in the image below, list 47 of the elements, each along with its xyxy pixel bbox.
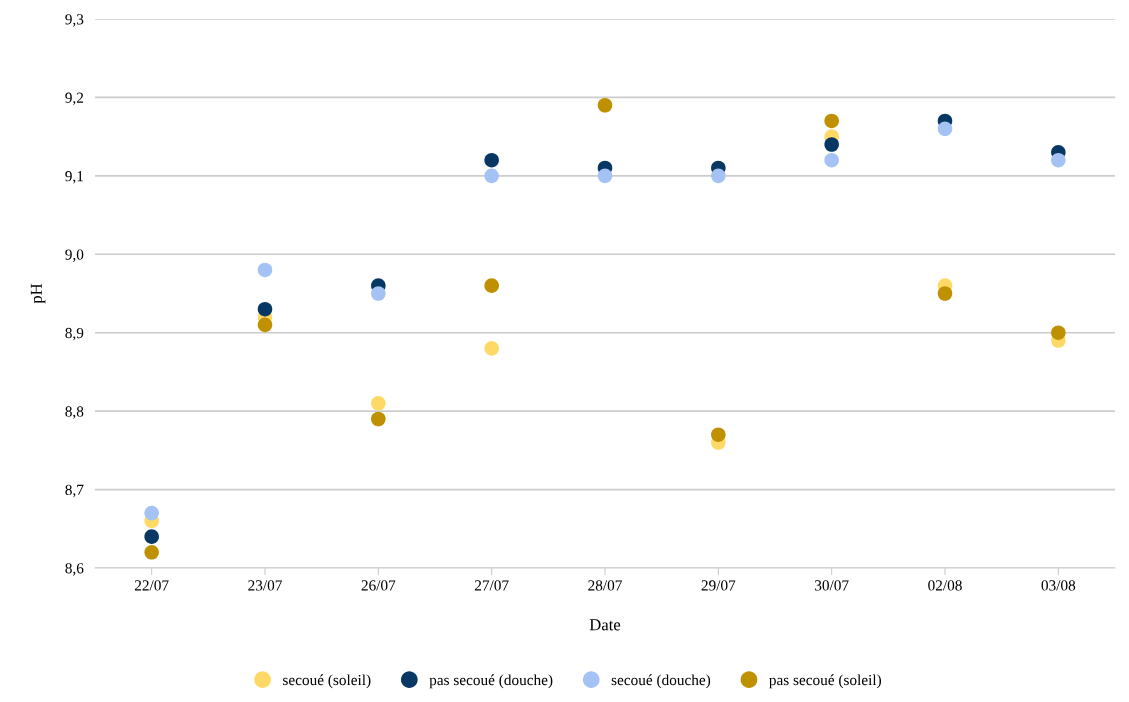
point [371,411,386,427]
y-tick-label: 9,2 [65,92,84,106]
point [711,168,726,184]
x-tick-label: 02/08 [928,580,962,591]
x-tick-label: 28/07 [588,580,622,591]
x-tick-label: 03/08 [1041,580,1076,591]
point [824,113,839,129]
point [824,137,839,152]
point [484,278,499,293]
point [937,286,953,301]
point [484,152,499,168]
point [257,317,273,333]
y-axis-title: pH [30,283,46,304]
point [371,396,386,411]
legend-label: pas secoué (soleil) [769,674,882,689]
x-tick-label: 26/07 [361,580,396,591]
point [937,121,953,137]
y-tick-label: 8,8 [65,406,84,419]
x-tick-label: 29/07 [701,580,736,591]
y-tick-label: 8,6 [65,563,84,576]
point [597,168,613,184]
point [1051,152,1066,168]
point [144,529,159,544]
y-tick-label: 8,7 [65,484,84,498]
point [824,152,839,168]
x-axis-title: Date [589,619,621,631]
point [1051,325,1066,340]
y-tick-label: 9,0 [65,249,84,262]
x-tick-label: 30/07 [815,580,849,591]
y-tick-label: 9,3 [65,14,84,27]
point [484,168,499,184]
legend-label: pas secoué (douche) [429,674,553,689]
legend-label: secoué (douche) [611,674,711,689]
point [597,97,613,113]
point [144,545,159,560]
legend-label: secoué (soleil) [283,674,371,689]
point [371,286,386,301]
point [711,427,726,442]
x-tick-label: 27/07 [474,580,509,591]
point [144,505,159,521]
point [257,262,273,278]
y-tick-label: 9,1 [65,171,83,184]
x-tick-label: 23/07 [248,580,282,591]
y-tick-label: 8,9 [65,327,84,341]
point [484,341,499,356]
x-tick-label: 22/07 [134,580,169,591]
point [257,301,273,317]
